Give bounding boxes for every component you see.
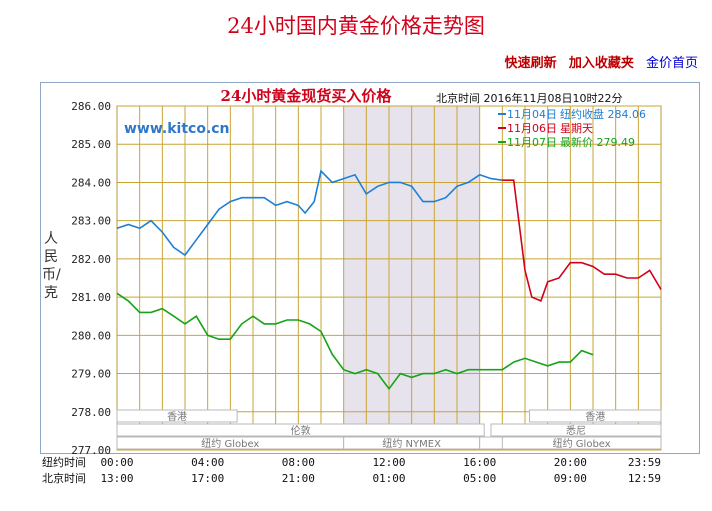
x-tick-label: 08:00 — [282, 456, 315, 469]
x-tick-label: 16:00 — [463, 456, 496, 469]
add-favorite-link[interactable]: 加入收藏夹 — [568, 56, 634, 71]
session-label: 悉尼 — [566, 425, 586, 437]
session-bar — [529, 409, 662, 423]
top-links: 快速刷新 加入收藏夹 金价首页 — [497, 52, 698, 71]
y-tick-label: 277.00 — [71, 444, 111, 457]
x-row-label: 纽约时间 — [42, 455, 86, 469]
x-tick-label: 20:00 — [554, 456, 587, 469]
legend-desc: 纽约收盘 284.06 — [560, 107, 646, 121]
refresh-link[interactable]: 快速刷新 — [504, 56, 557, 71]
series-line — [116, 292, 594, 391]
y-tick-label: 282.00 — [71, 253, 111, 266]
x-tick-label: 13:00 — [100, 472, 133, 485]
series-line — [116, 169, 503, 257]
session-label: 纽约 Globex — [553, 437, 611, 450]
legend-date: 11月04日 — [507, 108, 557, 121]
session-bar — [116, 409, 238, 423]
chart-title: 24小时黄金现货买入价格 — [221, 87, 393, 105]
x-tick-label: 12:00 — [372, 456, 405, 469]
x-tick-label: 00:00 — [100, 456, 133, 469]
session-bar — [490, 423, 662, 437]
y-tick-label: 281.00 — [71, 291, 111, 304]
watermark: www.kitco.cn — [124, 121, 230, 137]
y-tick-label: 279.00 — [71, 368, 111, 381]
x-tick-label: 12:59 — [628, 472, 661, 485]
y-tick-label: 285.00 — [71, 138, 111, 151]
session-label: 香港 — [167, 411, 187, 423]
legend-desc: 星期天 — [560, 122, 593, 135]
page-title: 24小时国内黄金价格走势图 — [227, 14, 485, 38]
gold-price-home-link[interactable]: 金价首页 — [645, 56, 698, 71]
x-tick-label: 21:00 — [282, 472, 315, 485]
series-line — [502, 179, 662, 302]
y-tick-label: 286.00 — [71, 100, 111, 113]
x-tick-label: 23:59 — [628, 456, 661, 469]
legend-desc: 最新价 279.49 — [560, 135, 635, 149]
x-tick-label: 17:00 — [191, 472, 224, 485]
session-bar — [116, 423, 485, 437]
session-label: 纽约 NYMEX — [382, 437, 441, 450]
y-tick-label: 278.00 — [71, 406, 111, 419]
x-tick-label: 01:00 — [372, 472, 405, 485]
x-tick-label: 05:00 — [463, 472, 496, 485]
y-tick-label: 280.00 — [71, 329, 111, 342]
session-bar — [501, 436, 662, 450]
session-label: 香港 — [585, 411, 605, 423]
x-tick-label: 04:00 — [191, 456, 224, 469]
x-tick-label: 09:00 — [554, 472, 587, 485]
x-row-label: 北京时间 — [42, 471, 86, 485]
session-label: 伦敦 — [291, 424, 311, 437]
session-label: 纽约 Globex — [201, 437, 259, 450]
legend-date: 11月06日 — [507, 122, 557, 135]
y-axis-label: 人民币/克 — [42, 231, 61, 301]
header-info: 北京时间 2016年11月08日10时22分 — [436, 91, 622, 105]
y-tick-label: 284.00 — [71, 176, 111, 189]
y-tick-label: 283.00 — [71, 215, 111, 228]
legend-date: 11月07日 — [507, 136, 557, 149]
